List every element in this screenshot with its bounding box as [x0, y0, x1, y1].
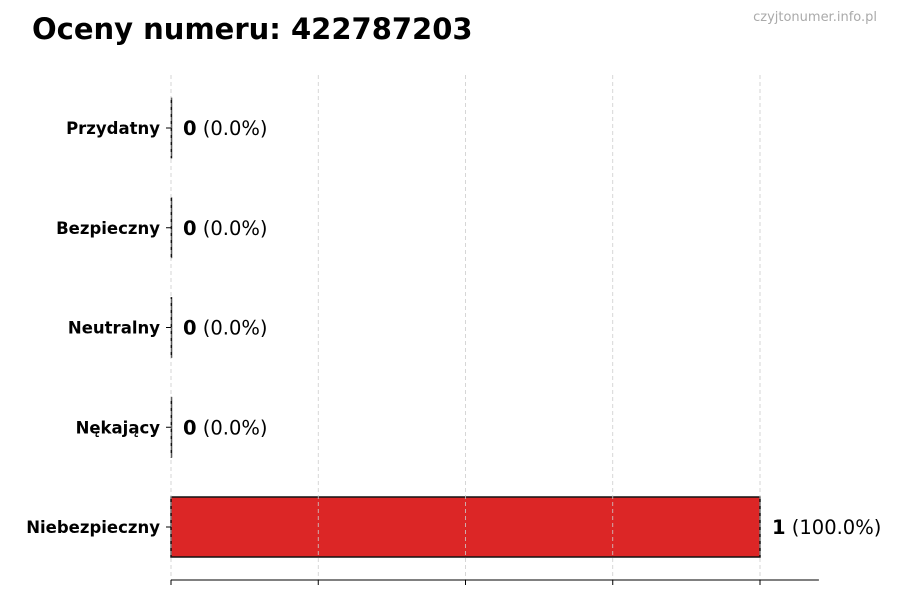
data-label-percent: (100.0%) [786, 516, 882, 539]
chart-title: Oceny numeru: 422787203 [32, 12, 473, 46]
y-tick-label: Nękający [76, 418, 161, 437]
data-label-count: 0 [183, 416, 197, 439]
data-label-count: 0 [183, 317, 197, 340]
data-label: 0 (0.0%) [183, 117, 268, 140]
data-label: 0 (0.0%) [183, 416, 268, 439]
data-label: 0 (0.0%) [183, 317, 268, 340]
y-tick-label: Niebezpieczny [26, 518, 160, 537]
bar-bezpieczny [170, 197, 173, 259]
data-label-percent: (0.0%) [197, 317, 268, 340]
data-label-percent: (0.0%) [197, 117, 268, 140]
data-label-count: 0 [183, 217, 197, 240]
y-tick-label: Neutralny [68, 319, 160, 338]
data-label: 1 (100.0%) [772, 516, 881, 539]
y-tick-label: Bezpieczny [56, 219, 160, 238]
data-label: 0 (0.0%) [183, 217, 268, 240]
data-label-percent: (0.0%) [197, 416, 268, 439]
data-label-count: 0 [183, 117, 197, 140]
data-label-percent: (0.0%) [197, 217, 268, 240]
watermark: czyjtonumer.info.pl [753, 10, 877, 25]
y-tick-label: Przydatny [66, 119, 160, 138]
data-label-count: 1 [772, 516, 786, 539]
